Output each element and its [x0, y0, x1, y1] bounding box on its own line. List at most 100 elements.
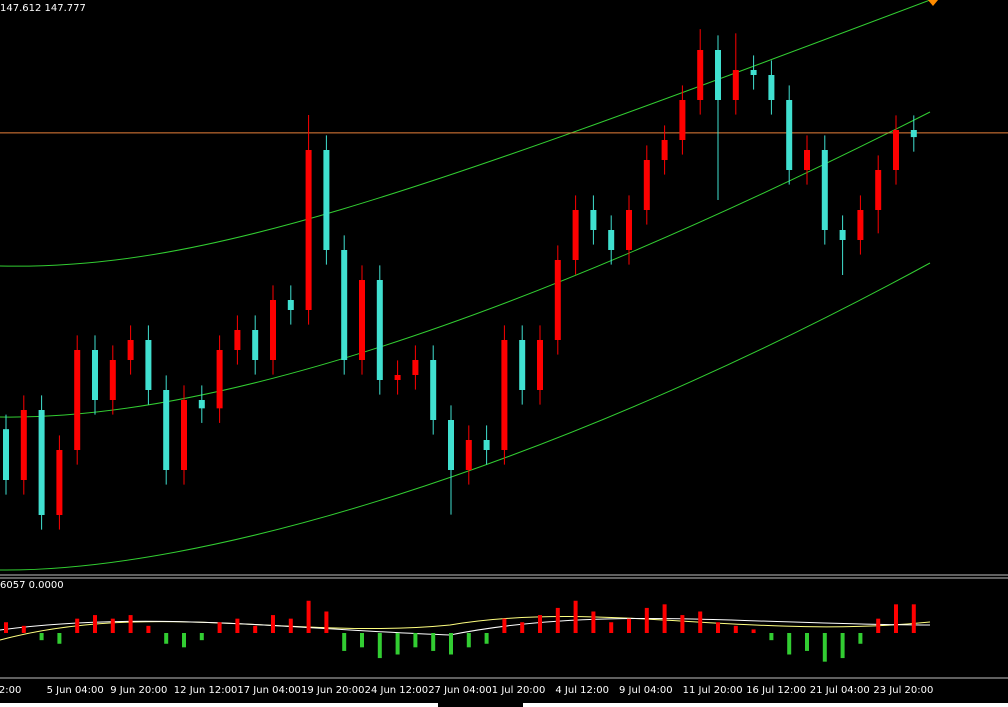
- oscillator-bar: [911, 604, 916, 633]
- oscillator-bar: [894, 604, 898, 633]
- oscillator-bar: [751, 629, 756, 633]
- oscillator-bar: [4, 622, 8, 633]
- oscillator-bar: [555, 607, 560, 633]
- oscillator-bar: [128, 615, 133, 633]
- candle-body: [270, 300, 276, 360]
- oscillator-bar: [110, 618, 115, 633]
- candle-body: [537, 340, 543, 390]
- tab-strip[interactable]: [523, 703, 1008, 707]
- oscillator-bar: [822, 633, 827, 662]
- candle-body: [590, 210, 597, 230]
- x-tick-label: 1 Jul 20:00: [492, 685, 546, 696]
- oscillator-bar: [75, 618, 80, 633]
- oscillator-bar: [591, 611, 596, 633]
- x-tick-label: 9 Jul 04:00: [619, 685, 673, 696]
- x-tick-label: 19 Jun 20:00: [301, 685, 365, 696]
- oscillator-bar: [342, 633, 347, 651]
- oscillator-bar: [217, 622, 222, 633]
- oscillator-bar: [484, 633, 489, 644]
- candle-body: [661, 140, 668, 160]
- candle-body: [768, 75, 775, 100]
- candle-body: [56, 450, 63, 515]
- candle-body: [839, 230, 846, 240]
- candle-body: [109, 360, 116, 400]
- x-tick-label: n 12:00: [0, 685, 21, 696]
- oscillator-bar: [449, 633, 453, 655]
- candle-body: [216, 350, 223, 409]
- oscillator-bar: [502, 618, 507, 633]
- candle-body: [893, 130, 899, 170]
- oscillator-bar: [431, 633, 436, 651]
- oscillator-bar: [520, 622, 525, 633]
- header-price: 147.612 147.777: [0, 3, 86, 14]
- oscillator-bar: [253, 625, 258, 633]
- candle-body: [323, 150, 330, 250]
- channel-lower: [0, 262, 931, 571]
- candle-body: [74, 350, 81, 450]
- oscillator-bar: [466, 633, 471, 648]
- oscillator-bar: [716, 622, 720, 633]
- candle-body: [697, 50, 704, 100]
- candle-body: [287, 300, 294, 310]
- oscillator-bar: [805, 633, 809, 651]
- candle-body: [608, 230, 615, 250]
- candle-body: [412, 360, 419, 375]
- oscillator-bar: [698, 611, 703, 633]
- oscillator-bar: [271, 615, 275, 633]
- oscillator-bar: [787, 633, 792, 655]
- candle-body: [554, 260, 561, 340]
- oscillator-bar: [413, 633, 418, 648]
- candle-body: [715, 50, 721, 100]
- indicator-label: 6057 0.0000: [0, 580, 64, 591]
- x-tick-label: 4 Jul 12:00: [555, 685, 609, 696]
- candle-body: [519, 340, 526, 390]
- oscillator-bar: [182, 633, 186, 648]
- candle-body: [92, 350, 98, 400]
- candle-body: [20, 410, 27, 480]
- marker: [928, 0, 938, 6]
- candle-body: [626, 210, 632, 250]
- oscillator-bar: [769, 633, 774, 641]
- oscillator-bar: [627, 618, 631, 633]
- candle-body: [127, 340, 134, 360]
- oscillator-bar: [733, 625, 738, 633]
- candle-body: [501, 340, 508, 450]
- oscillator-bar: [199, 633, 204, 641]
- oscillator-bar: [858, 633, 863, 644]
- tab-strip[interactable]: [0, 703, 438, 707]
- candle-body: [857, 210, 864, 240]
- x-tick-label: 17 Jun 04:00: [237, 685, 301, 696]
- candle-body: [750, 70, 757, 75]
- oscillator-bar: [146, 625, 151, 633]
- candle-body: [181, 400, 187, 470]
- oscillator-bar: [644, 607, 649, 633]
- candle-body: [448, 420, 454, 470]
- candle-body: [163, 390, 170, 470]
- oscillator-bar: [93, 615, 97, 633]
- oscillator-bar: [21, 625, 26, 633]
- oscillator-bar: [39, 633, 44, 641]
- candle-body: [483, 440, 490, 450]
- candle-body: [145, 340, 152, 390]
- candle-body: [643, 160, 650, 210]
- x-tick-label: 16 Jul 12:00: [746, 685, 806, 696]
- oscillator-bar: [57, 633, 62, 644]
- oscillator-bar: [288, 618, 293, 633]
- candle-body: [38, 410, 45, 515]
- x-tick-label: 27 Jun 04:00: [428, 685, 492, 696]
- oscillator-bar: [306, 600, 311, 633]
- candle-body: [679, 100, 686, 140]
- oscillator-bar: [840, 633, 845, 659]
- oscillator-bar: [876, 618, 881, 633]
- candle-body: [430, 360, 437, 420]
- oscillator-bar: [235, 618, 240, 633]
- candle-body: [732, 70, 739, 100]
- candle-body: [394, 375, 401, 380]
- candle-body: [572, 210, 579, 260]
- oscillator-bar: [538, 615, 542, 633]
- oscillator-bar: [324, 611, 329, 633]
- x-tick-label: 9 Jun 20:00: [110, 685, 167, 696]
- x-tick-label: 11 Jul 20:00: [683, 685, 743, 696]
- oscillator-bar: [377, 633, 382, 659]
- oscillator-bar: [360, 633, 364, 648]
